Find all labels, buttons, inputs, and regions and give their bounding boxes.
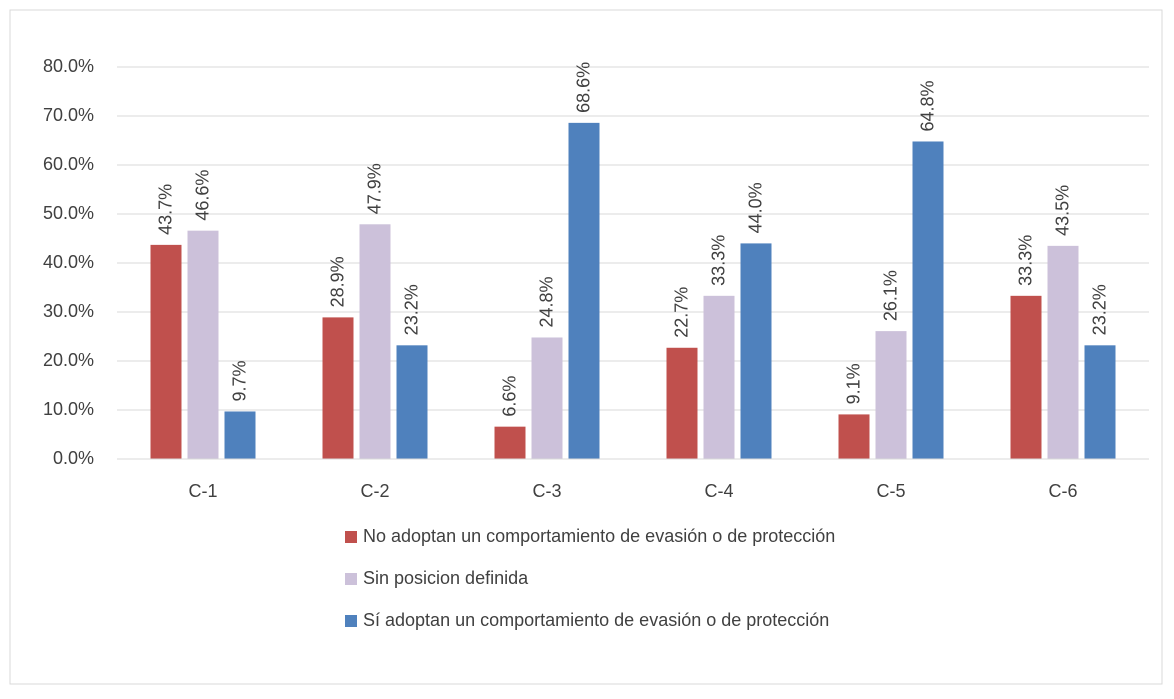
y-tick-label: 40.0% [43, 252, 94, 272]
data-label: 33.3% [709, 235, 729, 286]
bar [531, 337, 563, 459]
legend-label: Sí adoptan un comportamiento de evasión … [363, 610, 829, 630]
legend-swatch [345, 531, 357, 543]
bar [1047, 245, 1079, 459]
data-label: 6.6% [500, 376, 520, 417]
bar [494, 426, 526, 459]
data-label: 28.9% [328, 256, 348, 307]
data-label: 64.8% [918, 80, 938, 131]
y-tick-label: 50.0% [43, 203, 94, 223]
y-tick-label: 60.0% [43, 154, 94, 174]
data-label: 23.2% [1090, 284, 1110, 335]
data-label: 23.2% [402, 284, 422, 335]
data-label: 33.3% [1016, 235, 1036, 286]
y-tick-label: 10.0% [43, 399, 94, 419]
bar [150, 244, 182, 459]
y-tick-label: 80.0% [43, 56, 94, 76]
data-label: 47.9% [365, 163, 385, 214]
legend-swatch [345, 615, 357, 627]
y-tick-label: 70.0% [43, 105, 94, 125]
bar [322, 317, 354, 459]
bar [396, 345, 428, 459]
data-label: 9.7% [230, 360, 250, 401]
bar [359, 224, 391, 459]
data-label: 22.7% [672, 287, 692, 338]
data-label: 43.5% [1053, 185, 1073, 236]
y-tick-label: 20.0% [43, 350, 94, 370]
bar [1084, 345, 1116, 459]
bar [703, 295, 735, 459]
legend-swatch [345, 573, 357, 585]
x-tick-label: C-6 [1048, 481, 1077, 501]
bar [1010, 295, 1042, 459]
x-tick-label: C-5 [876, 481, 905, 501]
bar [666, 347, 698, 459]
y-tick-label: 30.0% [43, 301, 94, 321]
x-tick-label: C-3 [532, 481, 561, 501]
x-tick-label: C-4 [704, 481, 733, 501]
data-label: 9.1% [844, 363, 864, 404]
legend-label: No adoptan un comportamiento de evasión … [363, 526, 835, 546]
data-label: 44.0% [746, 182, 766, 233]
bar [187, 230, 219, 459]
legend-label: Sin posicion definida [363, 568, 529, 588]
bar [568, 122, 600, 460]
bar [740, 243, 772, 459]
data-label: 26.1% [881, 270, 901, 321]
data-label: 46.6% [193, 170, 213, 221]
data-label: 43.7% [156, 184, 176, 235]
x-tick-label: C-1 [188, 481, 217, 501]
bar [875, 331, 907, 459]
data-label: 68.6% [574, 62, 594, 113]
data-label: 24.8% [537, 276, 557, 327]
bar [912, 141, 944, 460]
y-tick-label: 0.0% [53, 448, 94, 468]
bar [224, 411, 256, 459]
x-tick-label: C-2 [360, 481, 389, 501]
bar [838, 414, 870, 459]
